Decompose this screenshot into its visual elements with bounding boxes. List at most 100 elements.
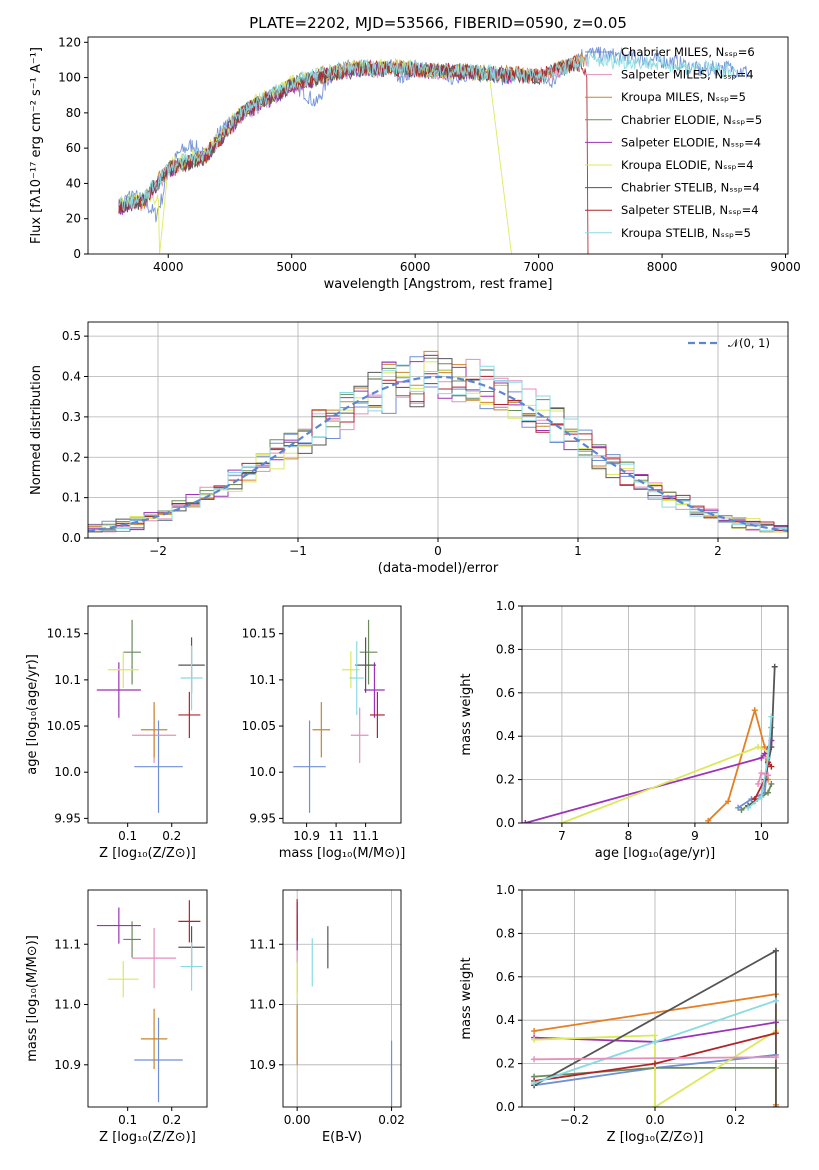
- y-tick-label: 120: [58, 35, 81, 49]
- weight-point: [751, 707, 758, 714]
- weight-point: [772, 1054, 779, 1061]
- weight-point: [765, 772, 772, 779]
- legend-entry: Chabrier STELIB, Nₛₛₚ=4: [621, 181, 760, 195]
- panel-3: 0.1 0.2 9.95 10.0 10.05 10.1 10.15 Z [log₁₀(Z/Z…: [25, 605, 208, 861]
- y-tick-label: 0.3: [62, 410, 81, 424]
- weight-line: [534, 1056, 776, 1061]
- panel-6: 0.1 0.2 10.9 11.0 11.1 Z [log₁₀(Z/Z⊙)] mass [l…: [25, 889, 208, 1145]
- weight-point: [652, 1104, 658, 1107]
- x-tick-label: 11.1: [352, 829, 379, 843]
- weight-point: [745, 804, 752, 811]
- y-axis-label: mass weight: [459, 957, 474, 1039]
- y-tick-label: 0.2: [496, 1057, 515, 1071]
- axes-frame: [521, 605, 789, 824]
- x-tick-label: 2: [714, 544, 722, 558]
- y-tick-label: 10.1: [249, 673, 276, 687]
- x-tick-label: −1: [289, 544, 307, 558]
- chart-title: PLATE=2202, MJD=53566, FIBERID=0590, z=0…: [249, 14, 627, 32]
- weight-point: [772, 997, 779, 1004]
- y-tick-label: 0.1: [62, 491, 81, 505]
- plot-area: [531, 947, 779, 1107]
- legend-entry: Salpeter STELIB, Nₛₛₚ=4: [621, 203, 759, 217]
- x-tick-label: 5000: [276, 260, 307, 274]
- y-axis-label: Flux [fλ10⁻¹⁷ erg cm⁻² s⁻¹ A⁻¹]: [29, 47, 44, 244]
- legend-entry: Kroupa ELODIE, Nₛₛₚ=4: [621, 158, 754, 172]
- y-tick-label: 0.2: [62, 450, 81, 464]
- spectrum-line-kroupa-miles: [118, 51, 589, 210]
- y-tick-label: 0.6: [496, 686, 515, 700]
- legend-entry: Chabrier MILES, Nₛₛₚ=6: [621, 45, 755, 59]
- x-axis-label: wavelength [Angstrom, rest frame]: [324, 277, 553, 292]
- legend-entry: Salpeter MILES, Nₛₛₚ=4: [621, 68, 754, 82]
- y-tick-label: 80: [66, 106, 81, 120]
- plot-area: [96, 619, 205, 813]
- spectrum-line-kroupa-stelib: [118, 51, 737, 212]
- y-tick-label: 10.1: [54, 673, 81, 687]
- y-axis-label: mass weight: [459, 673, 474, 755]
- panel-7: 0.00 0.02 10.9 11.0 11.1 E(B-V): [249, 889, 405, 1145]
- histogram-kroupa-stelib: [88, 364, 788, 531]
- y-tick-label: 20: [66, 212, 81, 226]
- y-tick-label: 0.4: [496, 1013, 515, 1027]
- x-tick-label: 9000: [770, 260, 801, 274]
- y-tick-label: 10.15: [242, 627, 276, 641]
- weight-point: [771, 663, 778, 670]
- axes-frame: [521, 889, 789, 1108]
- plot-area: [522, 663, 778, 823]
- axes-frame: [87, 605, 208, 824]
- weight-point: [765, 754, 772, 761]
- x-tick-label: 8: [625, 829, 633, 843]
- y-tick-label: 9.95: [249, 811, 276, 825]
- weight-point: [758, 754, 765, 761]
- x-tick-label: 0.00: [284, 1113, 311, 1127]
- weight-point: [755, 780, 762, 787]
- axes-frame: [87, 889, 208, 1108]
- plot-area: [293, 619, 385, 813]
- weight-point: [768, 763, 775, 770]
- y-tick-label: 40: [66, 176, 81, 190]
- weight-line: [747, 716, 773, 809]
- panel-1: 4000 5000 6000 7000 8000 9000 0 20 40 60 80 100 120 w…: [29, 35, 801, 292]
- y-tick-label: 100: [58, 71, 81, 85]
- y-tick-label: 1.0: [496, 599, 515, 613]
- y-axis-label: age [log₁₀(age/yr)]: [25, 654, 40, 775]
- normal-curve: [88, 375, 788, 532]
- weight-point: [531, 1056, 538, 1063]
- y-tick-label: 10.0: [249, 765, 276, 779]
- x-axis-label: mass [log₁₀(M/M⊙)]: [279, 846, 406, 861]
- weight-point: [531, 1028, 538, 1035]
- y-tick-label: 0.4: [496, 729, 515, 743]
- panel-2: −2 −1 0 1 2 0.0 0.1 0.2 0.3 0.4 0.5 (data-model)/er…: [29, 321, 789, 576]
- x-axis-label: (data-model)/error: [378, 561, 499, 576]
- x-axis-label: Z [log₁₀(Z/Z⊙)]: [99, 1130, 196, 1145]
- x-axis-label: Z [log₁₀(Z/Z⊙)]: [607, 1130, 704, 1145]
- weight-point: [761, 750, 768, 757]
- x-tick-label: 0.2: [162, 1113, 181, 1127]
- plot-area: [96, 900, 205, 1103]
- y-tick-label: 10.9: [54, 1058, 81, 1072]
- x-axis-label: Z [log₁₀(Z/Z⊙)]: [99, 846, 196, 861]
- y-tick-label: 9.95: [54, 811, 81, 825]
- y-tick-label: 10.9: [249, 1058, 276, 1072]
- x-tick-label: 7: [558, 829, 566, 843]
- x-tick-label: 4000: [153, 260, 184, 274]
- panel-8: −0.2 0.0 0.2 0.0 0.2 0.4 0.6 0.8 1.0 Z [log₁₀(Z/Z…: [459, 883, 789, 1145]
- weight-point: [652, 1032, 658, 1039]
- x-tick-label: −2: [149, 544, 167, 558]
- x-axis-label: age [log₁₀(age/yr)]: [595, 846, 716, 861]
- plot-area: [296, 899, 393, 1107]
- y-tick-label: 10.05: [242, 719, 276, 733]
- legend-entry: Salpeter ELODIE, Nₛₛₚ=4: [621, 135, 761, 149]
- x-tick-label: 6000: [400, 260, 431, 274]
- y-tick-label: 0.4: [62, 370, 81, 384]
- legend-entry: Chabrier ELODIE, Nₛₛₚ=5: [621, 113, 762, 127]
- legend-entry: Kroupa STELIB, Nₛₛₚ=5: [621, 226, 751, 240]
- y-tick-label: 0.0: [62, 531, 81, 545]
- y-tick-label: 11.0: [249, 998, 276, 1012]
- weight-point: [652, 1038, 658, 1045]
- x-tick-label: 0.02: [378, 1113, 405, 1127]
- x-tick-label: −0.2: [560, 1113, 589, 1127]
- weight-point: [772, 947, 779, 954]
- weight-point: [772, 1104, 779, 1107]
